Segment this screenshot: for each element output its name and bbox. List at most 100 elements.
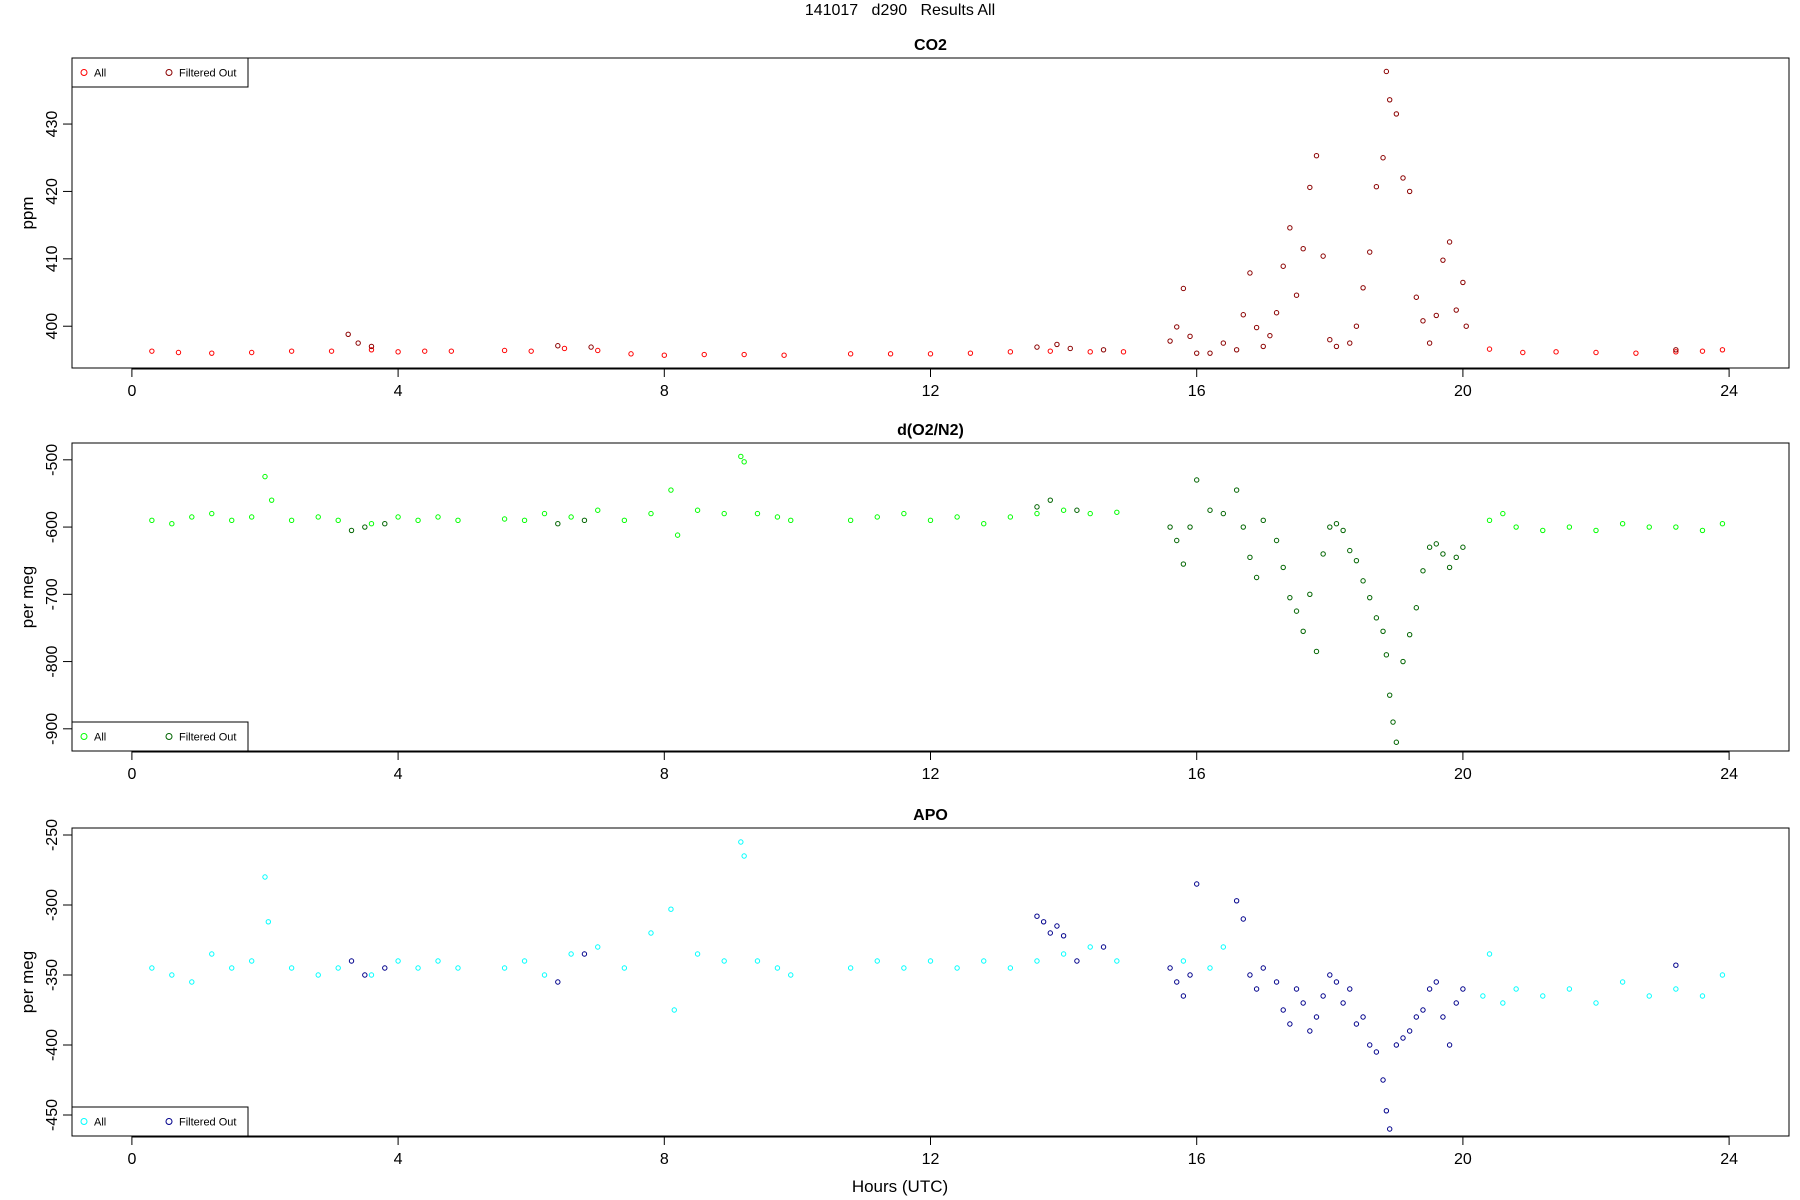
data-point — [1247, 270, 1253, 276]
data-point — [288, 965, 295, 971]
data-point — [1240, 524, 1246, 530]
panel-title: CO2 — [914, 37, 947, 54]
data-point — [521, 517, 528, 524]
y-tick-label: -700 — [44, 578, 61, 610]
data-point — [648, 510, 654, 517]
data-point — [328, 348, 335, 354]
data-point — [1034, 510, 1040, 517]
data-point — [1280, 263, 1286, 269]
data-point — [1540, 527, 1546, 534]
data-point — [901, 965, 907, 971]
data-point — [1353, 1021, 1360, 1027]
data-point — [1060, 933, 1067, 939]
panel-title: d(O2/N2) — [897, 422, 964, 439]
data-point — [1293, 608, 1300, 614]
data-point — [1347, 340, 1353, 346]
data-point — [1593, 527, 1599, 534]
data-point — [1500, 1000, 1506, 1006]
data-point — [1673, 962, 1679, 968]
data-point — [1100, 944, 1107, 950]
data-point — [1426, 986, 1433, 992]
data-point — [175, 349, 182, 356]
data-point — [1480, 993, 1486, 999]
data-point — [1034, 504, 1040, 510]
data-point — [1007, 965, 1014, 971]
data-point — [1240, 916, 1246, 922]
x-tick-label: 16 — [1188, 1151, 1206, 1168]
data-point — [1327, 972, 1333, 978]
data-point — [568, 951, 574, 957]
data-point — [1247, 972, 1253, 978]
data-point — [1087, 349, 1093, 355]
data-point — [1273, 537, 1280, 544]
data-point — [927, 351, 934, 357]
data-point — [1067, 345, 1073, 352]
data-point — [1433, 541, 1439, 547]
data-point — [455, 965, 461, 971]
data-point — [1047, 348, 1053, 354]
data-point — [674, 532, 681, 538]
y-tick-label: -800 — [44, 645, 61, 677]
data-point — [1260, 965, 1266, 971]
data-point — [954, 965, 960, 971]
data-point — [555, 343, 561, 349]
data-point — [1307, 591, 1313, 598]
legend-box — [71, 721, 249, 752]
data-point — [954, 514, 960, 520]
data-point — [648, 930, 654, 936]
x-tick-label: 4 — [394, 383, 403, 400]
data-point — [382, 520, 388, 527]
data-point — [874, 958, 880, 964]
data-point — [1353, 323, 1360, 329]
data-point — [1247, 554, 1253, 561]
legend-box — [71, 57, 249, 88]
data-point — [528, 348, 534, 354]
data-point — [1267, 332, 1273, 339]
data-point — [348, 527, 355, 534]
data-point — [1420, 1007, 1426, 1013]
data-point — [382, 965, 388, 971]
data-point — [415, 517, 421, 524]
data-point — [1220, 944, 1227, 950]
data-point — [149, 965, 155, 971]
data-point — [1187, 524, 1193, 530]
data-point — [1187, 972, 1193, 978]
data-point — [588, 344, 594, 350]
data-point — [1207, 350, 1213, 356]
y-tick-label: 410 — [44, 245, 61, 272]
data-point — [981, 520, 987, 527]
y-tick-label: -500 — [44, 444, 61, 476]
data-point — [1406, 188, 1413, 195]
data-point — [1100, 347, 1107, 353]
data-point — [1207, 507, 1213, 513]
data-point — [1646, 993, 1652, 999]
data-point — [1393, 1042, 1400, 1048]
legend-label: Filtered Out — [179, 68, 236, 80]
data-point — [1373, 184, 1380, 190]
data-point — [1719, 520, 1726, 527]
data-point — [345, 331, 351, 338]
data-point — [721, 510, 727, 517]
data-point — [701, 351, 707, 358]
data-point — [741, 853, 747, 859]
legend-marker — [165, 733, 173, 740]
data-point — [1500, 510, 1506, 517]
data-point — [348, 958, 355, 964]
x-tick-label: 20 — [1454, 766, 1472, 783]
data-point — [1390, 719, 1396, 725]
data-point — [1054, 341, 1060, 348]
data-point — [209, 510, 215, 517]
data-point — [1307, 184, 1313, 191]
data-point — [268, 497, 275, 503]
data-point — [248, 349, 255, 356]
data-point — [422, 348, 428, 354]
data-point — [1260, 343, 1266, 350]
x-tick-label: 8 — [660, 1151, 669, 1168]
data-point — [1406, 631, 1413, 638]
data-point — [847, 351, 854, 357]
data-point — [1367, 594, 1373, 601]
data-point — [1060, 951, 1067, 957]
data-point — [1287, 1021, 1293, 1027]
data-point — [1566, 986, 1573, 992]
data-point — [581, 951, 588, 957]
